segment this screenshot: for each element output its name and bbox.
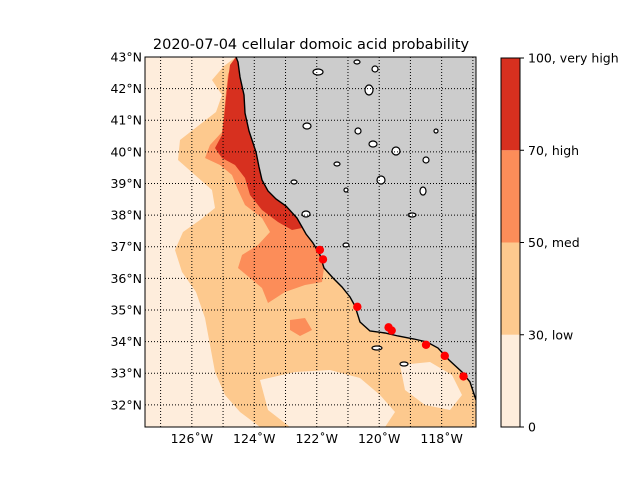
lake-outline	[419, 186, 427, 196]
lake-outline	[371, 345, 383, 351]
latitude-tick-label: 40°N	[110, 144, 142, 159]
sampling-site-marker	[318, 255, 328, 264]
longitude-tick-label: 122˚W	[296, 431, 338, 446]
lake-outline	[290, 179, 298, 185]
low-probability-patch	[260, 370, 395, 427]
lake-outline	[399, 361, 409, 367]
lake-outline	[371, 65, 379, 73]
land-mass	[236, 57, 476, 400]
map-frame	[144, 56, 477, 428]
latitude-tick-label: 32°N	[110, 397, 142, 412]
colorbar-segment	[501, 58, 520, 151]
colorbar-tick-label: 30, low	[528, 327, 573, 342]
colorbar-segment	[501, 334, 520, 427]
lake-outline	[301, 210, 311, 218]
latitude-tick-label: 35°N	[110, 302, 142, 317]
lake-outline	[312, 68, 324, 76]
latitude-tick-label: 36°N	[110, 271, 142, 286]
latitude-tick-label: 41°N	[110, 113, 142, 128]
colorbar-segment	[501, 150, 520, 243]
sampling-site-marker	[387, 326, 396, 335]
longitude-tick-label: 118˚W	[420, 431, 462, 446]
colorbar-tick-label: 0	[528, 420, 536, 435]
map-title: 2020-07-04 cellular domoic acid probabil…	[153, 37, 470, 53]
lake-outline	[376, 175, 386, 185]
lake-outline	[333, 161, 341, 167]
latitude-tick-label: 42°N	[110, 81, 142, 96]
lake-outline	[364, 84, 374, 96]
latitude-tick-label: 38°N	[110, 208, 142, 223]
probability-colorbar: 0 30, low 50, med 70, high 100, very high	[500, 51, 619, 435]
latitude-tick-label: 33°N	[110, 366, 142, 381]
sampling-site-marker	[315, 245, 325, 255]
colorbar-tick-label: 100, very high	[528, 51, 619, 66]
latitude-tick-label: 39°N	[110, 176, 142, 191]
sampling-site-marker	[353, 302, 362, 312]
lake-outline	[422, 156, 430, 164]
longitude-tick-label: 126˚W	[171, 431, 213, 446]
low-probability-patch-south	[400, 362, 462, 410]
longitude-tick-label: 120˚W	[358, 431, 400, 446]
map-gridlines	[145, 57, 476, 427]
high-probability-patch	[290, 318, 312, 336]
lake-outline	[343, 187, 349, 193]
lake-outline	[433, 128, 439, 134]
colorbar-segment	[501, 242, 520, 335]
latitude-tick-label: 37°N	[110, 239, 142, 254]
latitude-tick-label: 43°N	[110, 50, 142, 65]
colorbar-tick-label: 70, high	[528, 143, 579, 158]
longitude-tick-label: 124˚W	[233, 431, 275, 446]
latitude-axis: 32°N 33°N 34°N 35°N 36°N 37°N 38°N 39°N 40°N 41°N…	[110, 50, 142, 413]
sampling-sites	[315, 245, 468, 381]
sampling-site-marker	[421, 340, 431, 349]
very-high-probability-area	[215, 57, 302, 230]
lake-outline	[368, 140, 378, 148]
lake-outline	[354, 127, 362, 135]
latitude-tick-label: 34°N	[110, 334, 142, 349]
colorbar-tick-label: 50, med	[528, 235, 580, 250]
sampling-site-marker	[459, 372, 468, 381]
lake-outline	[353, 59, 361, 65]
map-area	[145, 57, 476, 427]
longitude-axis: 126˚W 124˚W 122˚W 120˚W 118˚W	[171, 431, 463, 446]
sampling-site-marker	[440, 351, 449, 361]
lake-outline	[391, 146, 401, 156]
lake-outline	[302, 122, 312, 130]
